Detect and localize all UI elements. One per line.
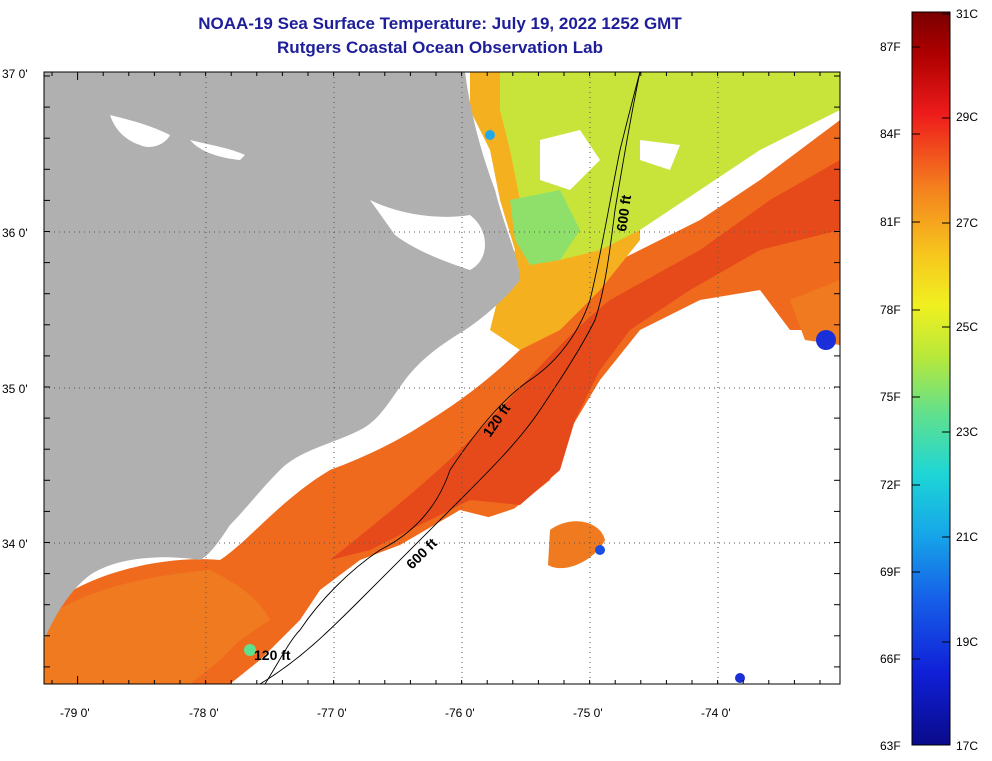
lon-label: -75 0' [573,706,603,720]
lon-label: -74 0' [701,706,731,720]
sst-south-patch [44,570,270,684]
frame-ticks [44,72,840,684]
colorbar-f-label: 63F [880,739,901,753]
contour-600ft [259,72,641,684]
sst-green-pocket [510,190,580,265]
colorbar-f-label: 87F [880,40,901,54]
colorbar-f-label: 78F [880,303,901,317]
pamlico-sound [370,200,485,270]
cold-spot-3 [735,673,745,683]
colorbar-f-label: 81F [880,215,901,229]
latitude-labels: 37 0' 36 0' 35 0' 34 0' [2,67,28,551]
colorbar-c-label: 17C [956,739,978,753]
map-frame [43,71,841,685]
colorbar-c-label: 21C [956,530,978,544]
contour-label-600-north: 600 ft [613,194,634,233]
colorbar-f-label: 75F [880,390,901,404]
river-inlet [190,140,245,160]
cold-spot-4 [485,130,495,140]
lon-label: -77 0' [317,706,347,720]
lat-label: 36 0' [2,226,28,240]
colorbar-celsius-labels: 31C 29C 27C 25C 23C 21C 19C 17C [956,7,978,753]
colorbar-c-label: 29C [956,110,978,124]
map-title: NOAA-19 Sea Surface Temperature: July 19… [198,14,682,33]
graticule [44,72,840,684]
colorbar-c-label: 31C [956,7,978,21]
lon-label: -79 0' [60,706,90,720]
albemarle-sound [110,115,170,147]
lon-label: -78 0' [189,706,219,720]
colorbar-c-label: 25C [956,320,978,334]
longitude-labels: -79 0' -78 0' -77 0' -76 0' -75 0' -74 0… [60,706,731,720]
colorbar-c-label: 19C [956,635,978,649]
cold-spot-5 [244,644,256,656]
colorbar-c-label: 23C [956,425,978,439]
sst-warm-water [44,120,840,684]
sst-blob-2 [790,280,840,345]
contour-120ft [264,72,641,684]
contour-label-120-south: 120 ft [254,647,291,663]
lat-label: 34 0' [2,537,28,551]
cold-spot-1 [816,330,836,350]
colorbar-c-label: 27C [956,216,978,230]
colorbar-f-label: 69F [880,565,901,579]
cold-spot-2 [595,545,605,555]
colorbar-f-label: 84F [880,127,901,141]
sst-blob-1 [548,521,605,569]
map-subtitle: Rutgers Coastal Ocean Observation Lab [277,38,603,57]
lat-label: 35 0' [2,382,28,396]
lon-label: -76 0' [445,706,475,720]
colorbar-ticks [912,13,950,660]
cloud-mask-offshore [300,320,840,684]
lat-label: 37 0' [2,67,28,81]
colorbar-fahrenheit-labels: 87F 84F 81F 78F 75F 72F 69F 66F 63F [880,40,901,753]
cloud-mask-north [540,130,680,190]
colorbar-f-label: 66F [880,652,901,666]
sst-hot-band [330,160,840,560]
colorbar-f-label: 72F [880,478,901,492]
colorbar [911,11,951,746]
